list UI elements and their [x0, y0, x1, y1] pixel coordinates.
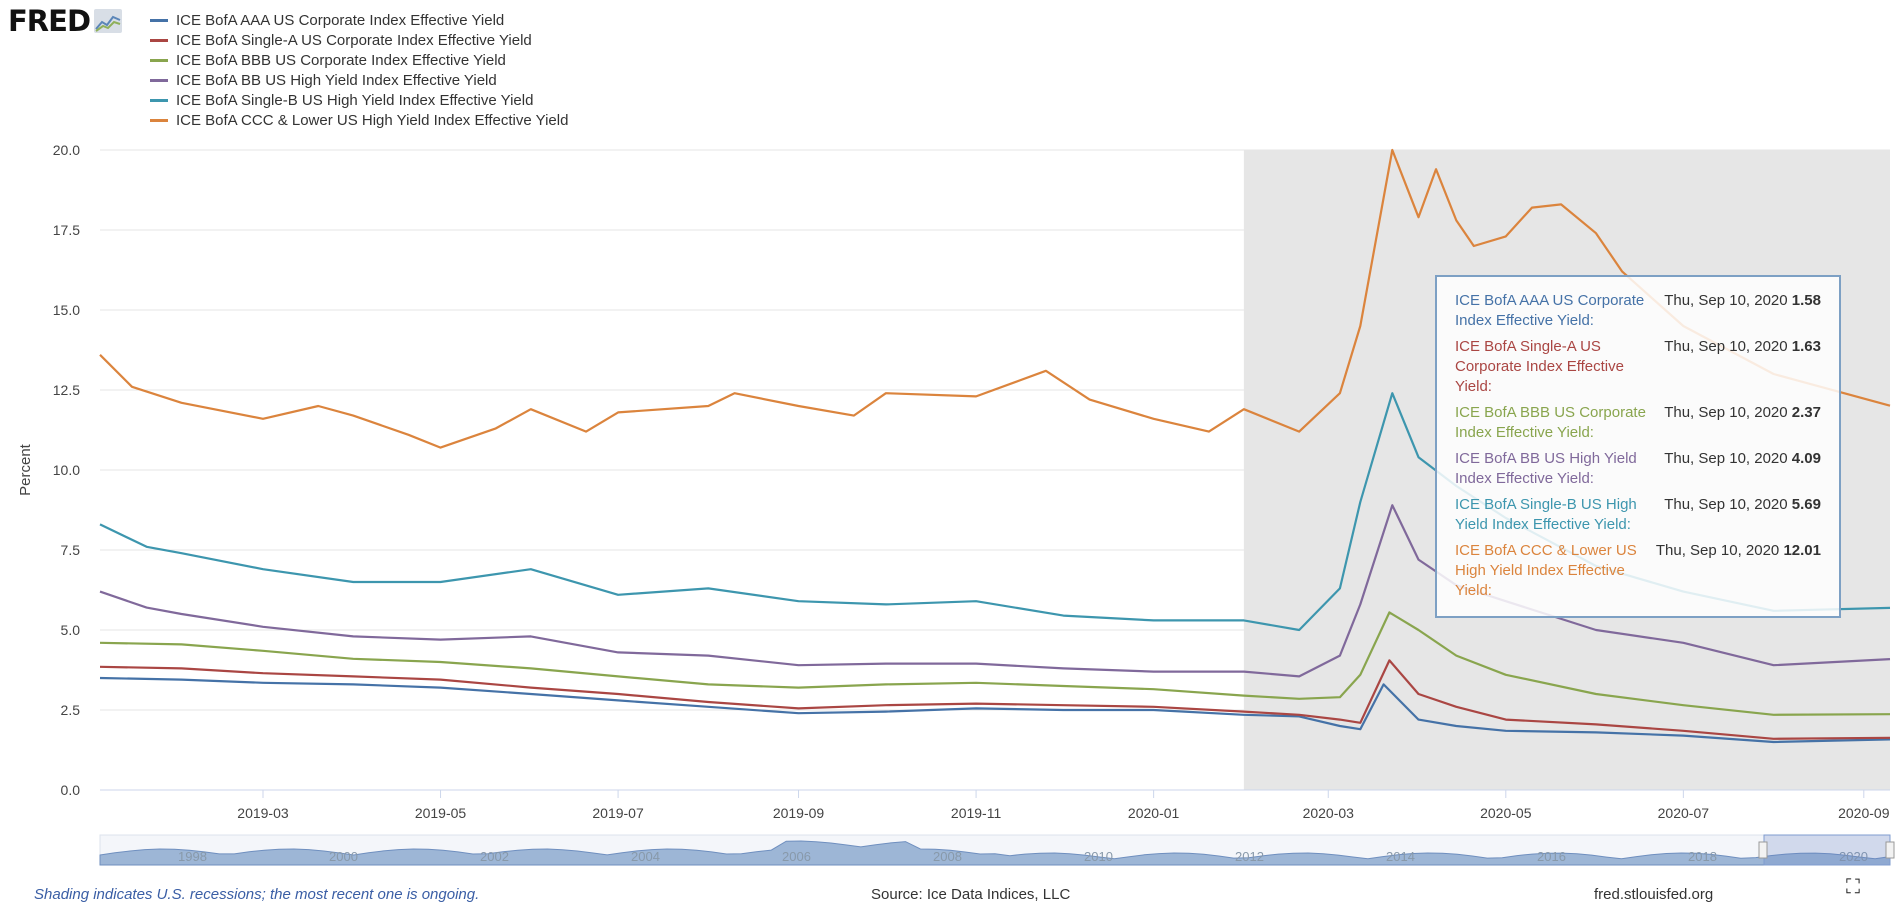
legend-label: ICE BofA Single-B US High Yield Index Ef…	[176, 91, 534, 109]
legend-label: ICE BofA CCC & Lower US High Yield Index…	[176, 111, 569, 129]
navigator-year-label: 2016	[1537, 849, 1566, 864]
navigator-year-label: 2004	[631, 849, 660, 864]
tooltip-label: ICE BofA BBB US Corporate Index Effectiv…	[1455, 404, 1646, 441]
navigator-year-label: 2006	[782, 849, 811, 864]
series-line	[99, 676, 1891, 744]
series-line	[99, 659, 1891, 740]
tooltip-value: 2.37	[1787, 404, 1821, 421]
tooltip-label: ICE BofA Single-A US Corporate Index Eff…	[1455, 338, 1624, 395]
y-tick-label: 2.5	[61, 702, 81, 718]
navigator-year-label: 2018	[1688, 849, 1717, 864]
tooltip-date: Thu, Sep 10, 2020	[1655, 542, 1780, 559]
x-tick-label: 2020-01	[1128, 805, 1180, 821]
y-tick-label: 20.0	[53, 142, 80, 158]
navigator-series	[99, 840, 1891, 866]
tooltip-row: ICE BofA Single-B US High Yield Index Ef…	[1455, 495, 1821, 535]
y-tick-label: 15.0	[53, 302, 80, 318]
legend-item[interactable]: ICE BofA AAA US Corporate Index Effectiv…	[150, 10, 568, 30]
legend-label: ICE BofA BB US High Yield Index Effectiv…	[176, 71, 497, 89]
legend-item[interactable]: ICE BofA BB US High Yield Index Effectiv…	[150, 70, 568, 90]
x-tick-label: 2019-11	[951, 805, 1002, 821]
tooltip-date-value: Thu, Sep 10, 2020 1.58	[1664, 291, 1821, 331]
tooltip-row: ICE BofA BB US High Yield Index Effectiv…	[1455, 449, 1821, 489]
tooltip-value: 5.69	[1787, 496, 1821, 513]
tooltip-date: Thu, Sep 10, 2020	[1664, 450, 1788, 467]
y-tick-label: 17.5	[53, 222, 80, 238]
x-tick-label: 2020-07	[1658, 805, 1710, 821]
legend-swatch	[150, 98, 168, 102]
x-tick-label: 2020-03	[1303, 805, 1355, 821]
x-tick-label: 2019-05	[415, 805, 467, 821]
legend-swatch	[150, 58, 168, 62]
tooltip-value: 4.09	[1787, 450, 1821, 467]
legend-swatch	[150, 38, 168, 42]
y-tick-label: 7.5	[61, 542, 81, 558]
series-line	[99, 148, 1891, 449]
legend-label: ICE BofA Single-A US Corporate Index Eff…	[176, 31, 532, 49]
navigator-year-label: 2012	[1235, 849, 1264, 864]
chart-tooltip: ICE BofA AAA US Corporate Index Effectiv…	[1435, 275, 1841, 618]
tooltip-date: Thu, Sep 10, 2020	[1664, 496, 1788, 513]
y-tick-label: 10.0	[53, 462, 80, 478]
x-tick-label: 2019-07	[592, 805, 644, 821]
navigator-handle-left[interactable]	[1758, 841, 1768, 859]
y-tick-label: 12.5	[53, 382, 80, 398]
legend-item[interactable]: ICE BofA Single-B US High Yield Index Ef…	[150, 90, 568, 110]
site-link[interactable]: fred.stlouisfed.org	[1594, 886, 1714, 903]
tooltip-date-value: Thu, Sep 10, 2020 5.69	[1664, 495, 1821, 535]
tooltip-row: ICE BofA BBB US Corporate Index Effectiv…	[1455, 403, 1821, 443]
navigator-year-label: 2008	[933, 849, 962, 864]
tooltip-label: ICE BofA CCC & Lower US High Yield Index…	[1455, 542, 1637, 599]
y-axis-label: Percent	[17, 443, 34, 496]
navigator-handle-right[interactable]	[1885, 841, 1895, 859]
x-tick-label: 2020-05	[1480, 805, 1532, 821]
tooltip-row: ICE BofA CCC & Lower US High Yield Index…	[1455, 541, 1821, 601]
series-line	[99, 611, 1891, 716]
x-tick-label: 2019-09	[773, 805, 825, 821]
recession-note: Shading indicates U.S. recessions; the m…	[34, 886, 480, 903]
tooltip-row: ICE BofA AAA US Corporate Index Effectiv…	[1455, 291, 1821, 331]
legend-item[interactable]: ICE BofA BBB US Corporate Index Effectiv…	[150, 50, 568, 70]
fullscreen-icon[interactable]: ⛶	[1846, 876, 1860, 898]
navigator-year-label: 2002	[480, 849, 509, 864]
navigator-year-label: 2020	[1839, 849, 1868, 864]
tooltip-value: 1.63	[1787, 338, 1821, 355]
legend-label: ICE BofA AAA US Corporate Index Effectiv…	[176, 11, 505, 29]
navigator-year-label: 2010	[1084, 849, 1113, 864]
navigator-year-label: 2000	[329, 849, 358, 864]
legend-swatch	[150, 18, 168, 22]
navigator-year-label: 1998	[178, 849, 207, 864]
tooltip-row: ICE BofA Single-A US Corporate Index Eff…	[1455, 337, 1821, 397]
tooltip-date-value: Thu, Sep 10, 2020 2.37	[1664, 403, 1821, 443]
tooltip-label: ICE BofA BB US High Yield Index Effectiv…	[1455, 450, 1637, 487]
fred-logo-text: FRED	[8, 4, 91, 38]
tooltip-value: 12.01	[1779, 542, 1821, 559]
chart-legend: ICE BofA AAA US Corporate Index Effectiv…	[150, 10, 568, 130]
legend-label: ICE BofA BBB US Corporate Index Effectiv…	[176, 51, 506, 69]
tooltip-date: Thu, Sep 10, 2020	[1664, 338, 1788, 355]
legend-swatch	[150, 78, 168, 82]
legend-item[interactable]: ICE BofA Single-A US Corporate Index Eff…	[150, 30, 568, 50]
chart-logo-icon	[94, 9, 123, 33]
y-tick-label: 5.0	[61, 622, 81, 638]
navigator-selection	[1763, 834, 1891, 866]
legend-item[interactable]: ICE BofA CCC & Lower US High Yield Index…	[150, 110, 568, 130]
fred-logo[interactable]: FRED	[8, 4, 143, 38]
tooltip-label: ICE BofA AAA US Corporate Index Effectiv…	[1455, 292, 1645, 329]
x-tick-label: 2019-03	[237, 805, 289, 821]
legend-swatch	[150, 118, 168, 122]
tooltip-label: ICE BofA Single-B US High Yield Index Ef…	[1455, 496, 1637, 533]
tooltip-date: Thu, Sep 10, 2020	[1664, 404, 1788, 421]
source-note: Source: Ice Data Indices, LLC	[871, 886, 1071, 903]
navigator-year-label: 2014	[1386, 849, 1415, 864]
tooltip-date-value: Thu, Sep 10, 2020 1.63	[1664, 337, 1821, 397]
tooltip-value: 1.58	[1787, 292, 1821, 309]
tooltip-date-value: Thu, Sep 10, 2020 4.09	[1664, 449, 1821, 489]
tooltip-date-value: Thu, Sep 10, 2020 12.01	[1656, 541, 1821, 601]
y-tick-label: 0.0	[61, 782, 81, 798]
tooltip-date: Thu, Sep 10, 2020	[1664, 292, 1788, 309]
x-tick-label: 2020-09	[1838, 805, 1890, 821]
